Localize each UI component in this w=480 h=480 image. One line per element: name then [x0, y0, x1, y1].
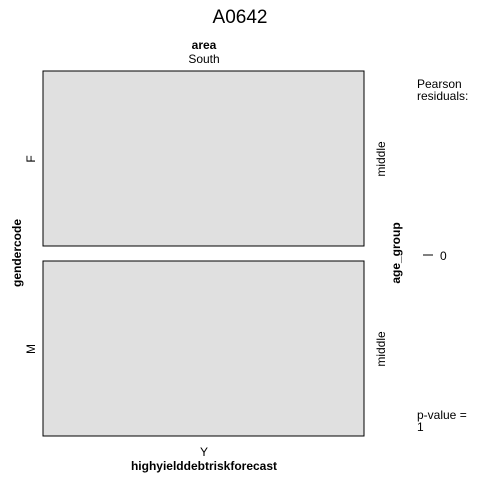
left-level-label-f: F: [24, 155, 38, 162]
right-level-label-m: middle: [374, 331, 388, 367]
legend-title-line1: Pearson: [417, 77, 462, 91]
legend-tick-label: 0: [440, 249, 447, 263]
legend-title-line2: residuals:: [417, 89, 468, 103]
p-value-label: p-value =: [417, 408, 467, 422]
p-value-number: 1: [417, 420, 424, 434]
top-variable-name: area: [192, 38, 217, 52]
mosaic-cell-m: [42, 260, 365, 437]
chart-title: A0642: [213, 7, 268, 28]
bottom-level-label: Y: [200, 445, 208, 459]
mosaic-cell-f: [42, 70, 365, 247]
right-level-label-f: middle: [374, 141, 388, 177]
left-level-label-m: M: [24, 344, 38, 354]
left-variable-name: gendercode: [10, 219, 24, 287]
top-level-label: South: [188, 52, 219, 66]
bottom-variable-name: highyielddebtriskforecast: [131, 459, 277, 473]
right-variable-name: age_group: [389, 222, 403, 283]
